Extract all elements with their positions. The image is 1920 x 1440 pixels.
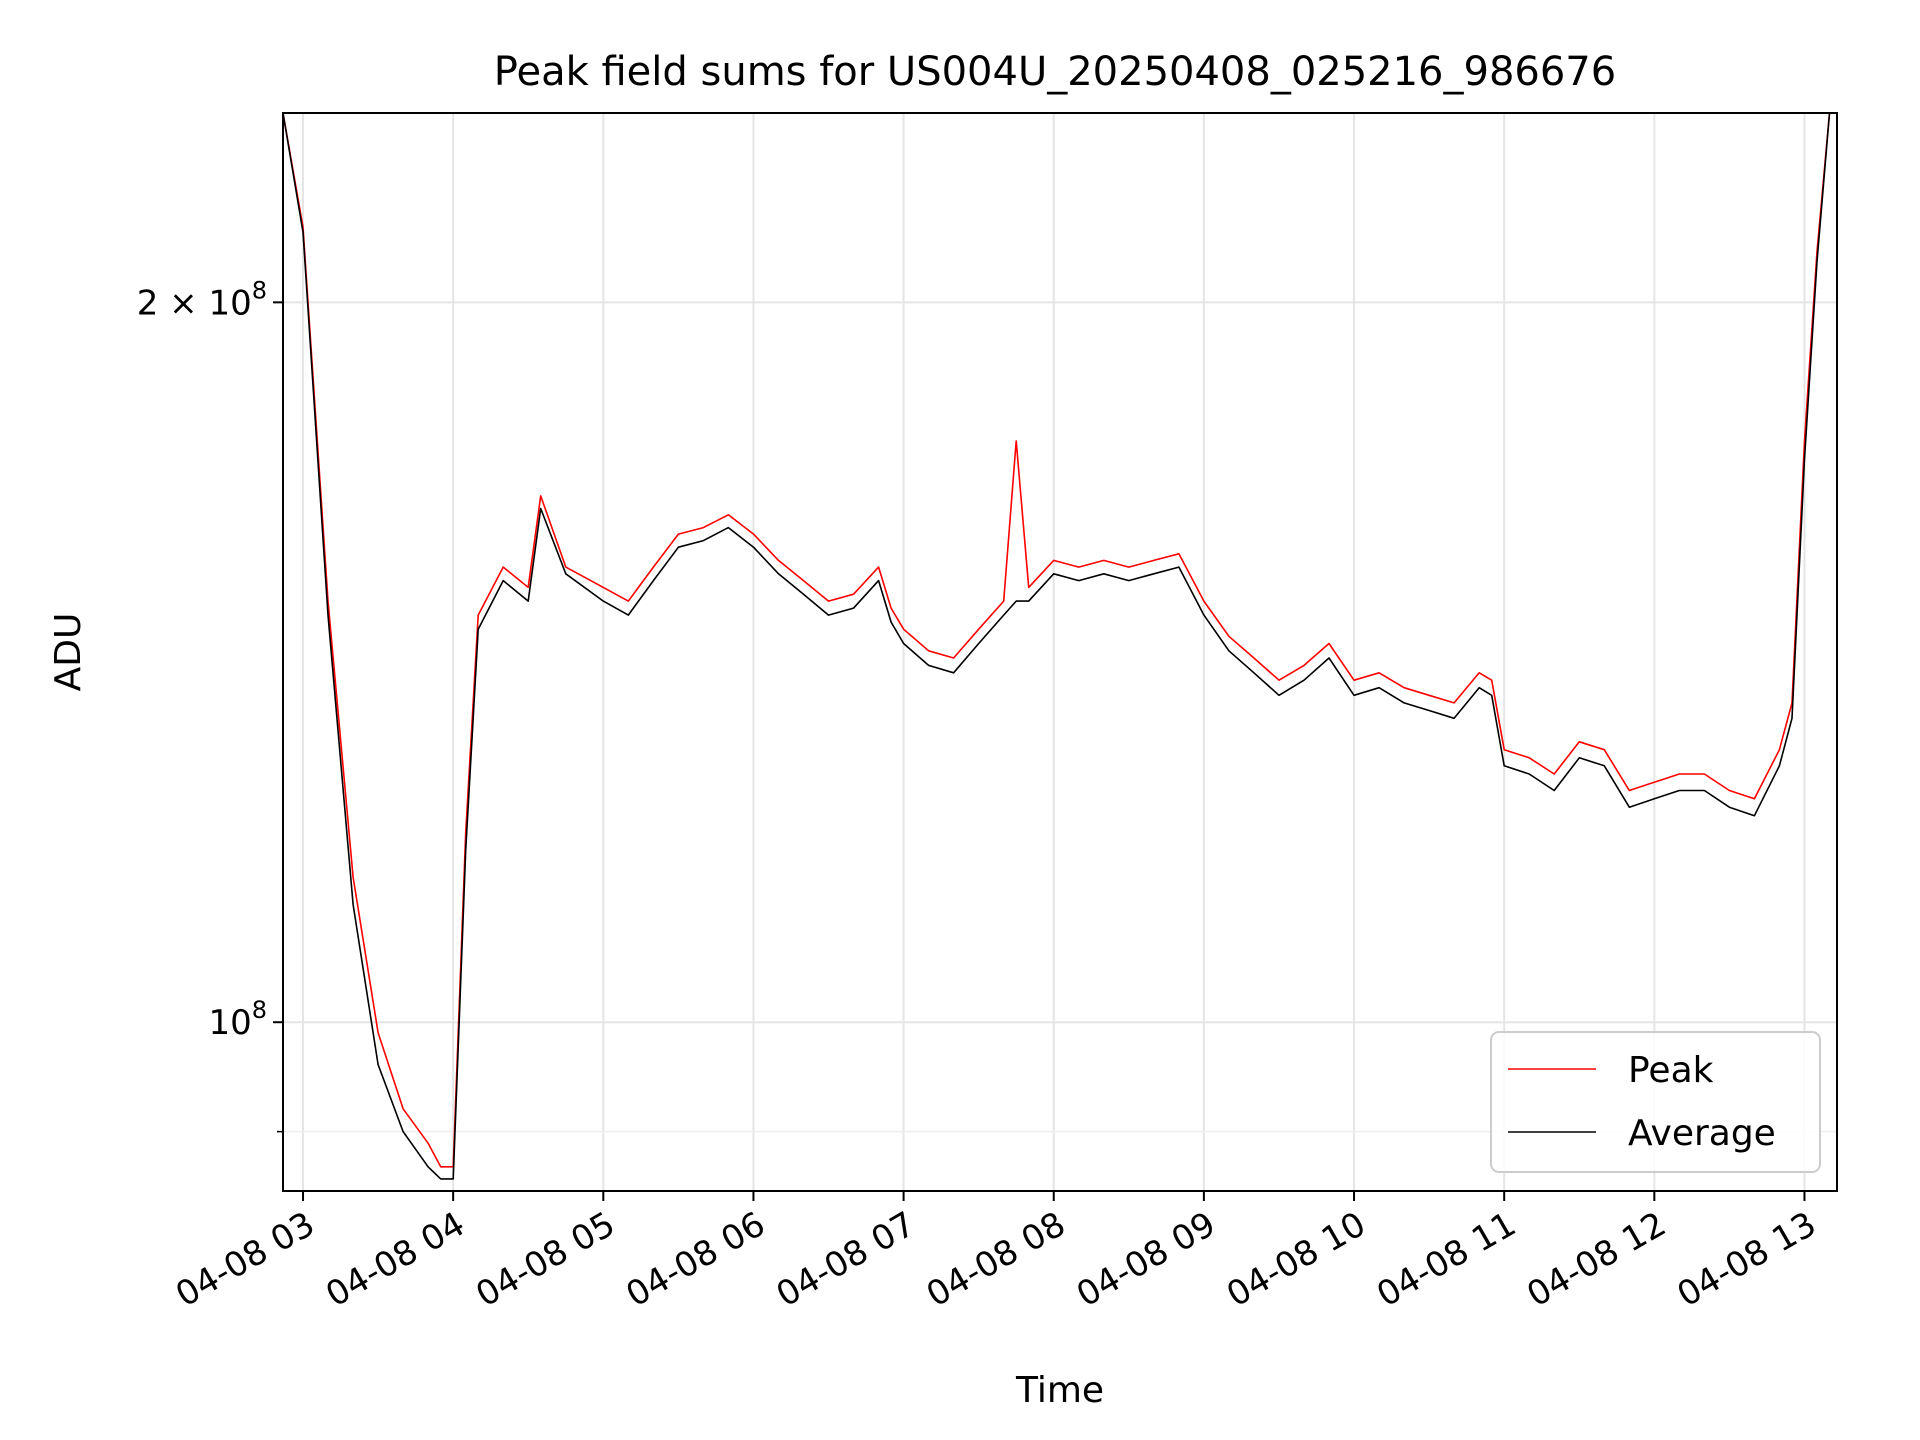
y-tick-label: 2 × 108 [137,276,267,323]
x-axis-label: Time [1015,1370,1104,1411]
grid-layer [283,113,1837,1191]
legend-peak-label: Peak [1628,1050,1714,1091]
y-tick-label: 108 [208,996,267,1043]
series-layer [283,113,1837,1180]
legend-average-label: Average [1628,1113,1776,1154]
peak-series-line [283,113,1837,1168]
y-axis-label: ADU [48,613,89,692]
plot-frame [282,112,1838,1192]
chart-title: Peak field sums for US004U_20250408_0252… [494,49,1616,95]
average-series-line [283,113,1837,1180]
y-tick-layer: 108 2 × 108 [137,276,283,1133]
legend-box [1490,1031,1821,1173]
legend: Peak Average [1490,1031,1821,1173]
